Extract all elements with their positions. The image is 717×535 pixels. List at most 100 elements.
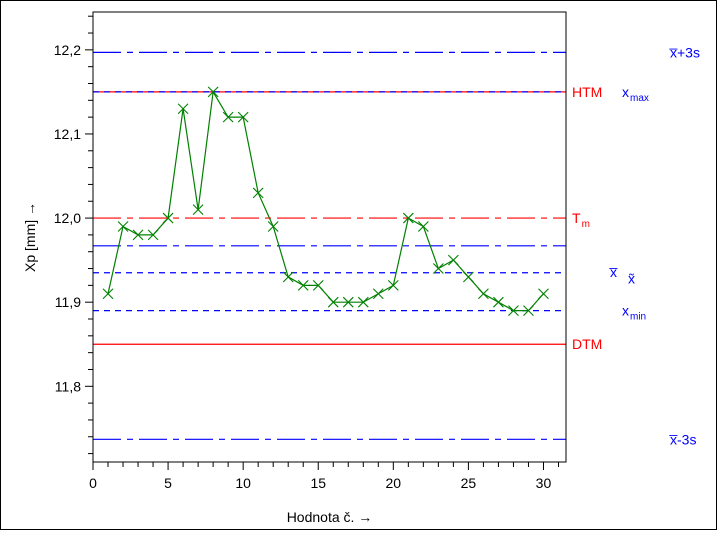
marker-stroke (252, 187, 264, 199)
data-point-marker (538, 288, 549, 300)
marker-stroke (132, 229, 144, 241)
data-point-marker (222, 111, 234, 123)
plot-area-frame (92, 11, 567, 463)
x-tick-label: 0 (89, 475, 97, 491)
marker-stroke (237, 111, 249, 123)
data-point-marker (162, 212, 174, 224)
y-tick-label: 11,9 (55, 294, 81, 310)
x-tick-label: 10 (235, 475, 251, 491)
data-point-marker (417, 221, 429, 232)
data-point-marker (147, 229, 159, 241)
marker-stroke (447, 254, 459, 266)
marker-stroke (523, 305, 534, 316)
ref-label-x-min: xmin (622, 303, 646, 323)
marker-stroke (417, 221, 429, 232)
data-point-marker (432, 263, 444, 274)
marker-stroke (267, 221, 279, 232)
ref-label-x-median: x̃ (628, 271, 635, 287)
data-point-marker (342, 296, 354, 308)
reference-lines (93, 51, 566, 440)
ref-label-x-plus-3s: x̅+3s (668, 44, 700, 60)
marker-stroke (177, 103, 189, 115)
ref-label-x-max-main: x (622, 84, 629, 100)
x-tick-label: 15 (310, 475, 326, 491)
ref-label-dtm: DTM (572, 336, 602, 352)
marker-stroke (372, 288, 384, 300)
ref-label-dtm-main: DTM (572, 336, 602, 352)
marker-stroke (222, 111, 234, 123)
marker-stroke (342, 296, 354, 308)
marker-stroke (207, 86, 219, 98)
ref-label-tm-sub: m (582, 219, 590, 230)
data-point-marker (252, 187, 264, 199)
marker-stroke (102, 288, 114, 300)
ref-label-x-min-main: x (622, 303, 629, 319)
ref-label-x-mean-main: x̅ (608, 264, 618, 280)
ref-label-x-minus-3s-main: x̅-3s (668, 431, 696, 447)
marker-stroke (162, 212, 174, 224)
marker-stroke (463, 271, 474, 283)
y-tick-label: 12,1 (54, 126, 81, 142)
x-axis-title: Hodnota č. → (287, 509, 373, 525)
data-point-marker (387, 279, 399, 291)
marker-stroke (297, 279, 309, 291)
data-point-marker (508, 305, 519, 316)
data-point-marker (237, 111, 249, 123)
data-point-marker (102, 288, 114, 300)
marker-stroke (508, 305, 519, 316)
marker-stroke (117, 221, 129, 232)
x-tick-label: 25 (461, 475, 477, 491)
y-axis-title: Xp [mm] → (22, 202, 38, 272)
data-point-marker (297, 279, 309, 291)
data-point-marker (282, 271, 294, 283)
data-point-marker (192, 204, 204, 216)
data-point-marker (523, 305, 534, 316)
marker-stroke (147, 229, 159, 241)
marker-stroke (312, 279, 324, 291)
data-point-marker (207, 86, 219, 98)
marker-stroke (327, 296, 339, 308)
data-point-marker (447, 254, 459, 266)
x-tick-label: 30 (536, 475, 552, 491)
marker-stroke (282, 271, 294, 283)
marker-stroke (387, 279, 399, 291)
ref-label-tm-main: T (572, 210, 581, 226)
marker-stroke (478, 288, 489, 300)
data-point-marker (402, 212, 414, 224)
ref-label-tm: Tm (572, 210, 590, 230)
data-point-marker (132, 229, 144, 241)
ref-label-x-median-main: x̃ (628, 271, 635, 287)
data-point-marker (117, 221, 129, 232)
series-layer (102, 86, 549, 316)
data-point-marker (478, 288, 489, 300)
marker-stroke (192, 204, 204, 216)
y-tick-label: 12,0 (54, 210, 81, 226)
ref-label-htm-main: HTM (572, 84, 602, 100)
x-tick-label: 20 (386, 475, 402, 491)
data-point-marker (177, 103, 189, 115)
ref-label-x-plus-3s-main: x̅+3s (668, 44, 700, 60)
marker-stroke (538, 288, 549, 300)
ref-label-x-min-sub: min (630, 312, 646, 323)
data-point-marker (267, 221, 279, 232)
marker-stroke (357, 296, 369, 308)
x-tick-label: 5 (164, 475, 172, 491)
data-point-marker (312, 279, 324, 291)
ref-label-x-minus-3s: x̅-3s (668, 431, 696, 447)
data-point-marker (463, 271, 474, 283)
ref-label-x-max: xmax (622, 84, 649, 104)
data-point-marker (372, 288, 384, 300)
y-tick-label: 12,2 (54, 42, 81, 58)
ref-label-x-max-sub: max (630, 93, 649, 104)
data-point-marker (357, 296, 369, 308)
ref-label-x-mean: x̅ (608, 264, 618, 280)
marker-stroke (402, 212, 414, 224)
y-tick-label: 11,8 (55, 378, 81, 394)
axes-layer: 0 5 10 15 20 25 30 11,8 11,9 12,0 12,1 12,2 Hodnota … (22, 11, 567, 525)
data-point-marker (493, 296, 504, 308)
marker-stroke (493, 296, 504, 308)
